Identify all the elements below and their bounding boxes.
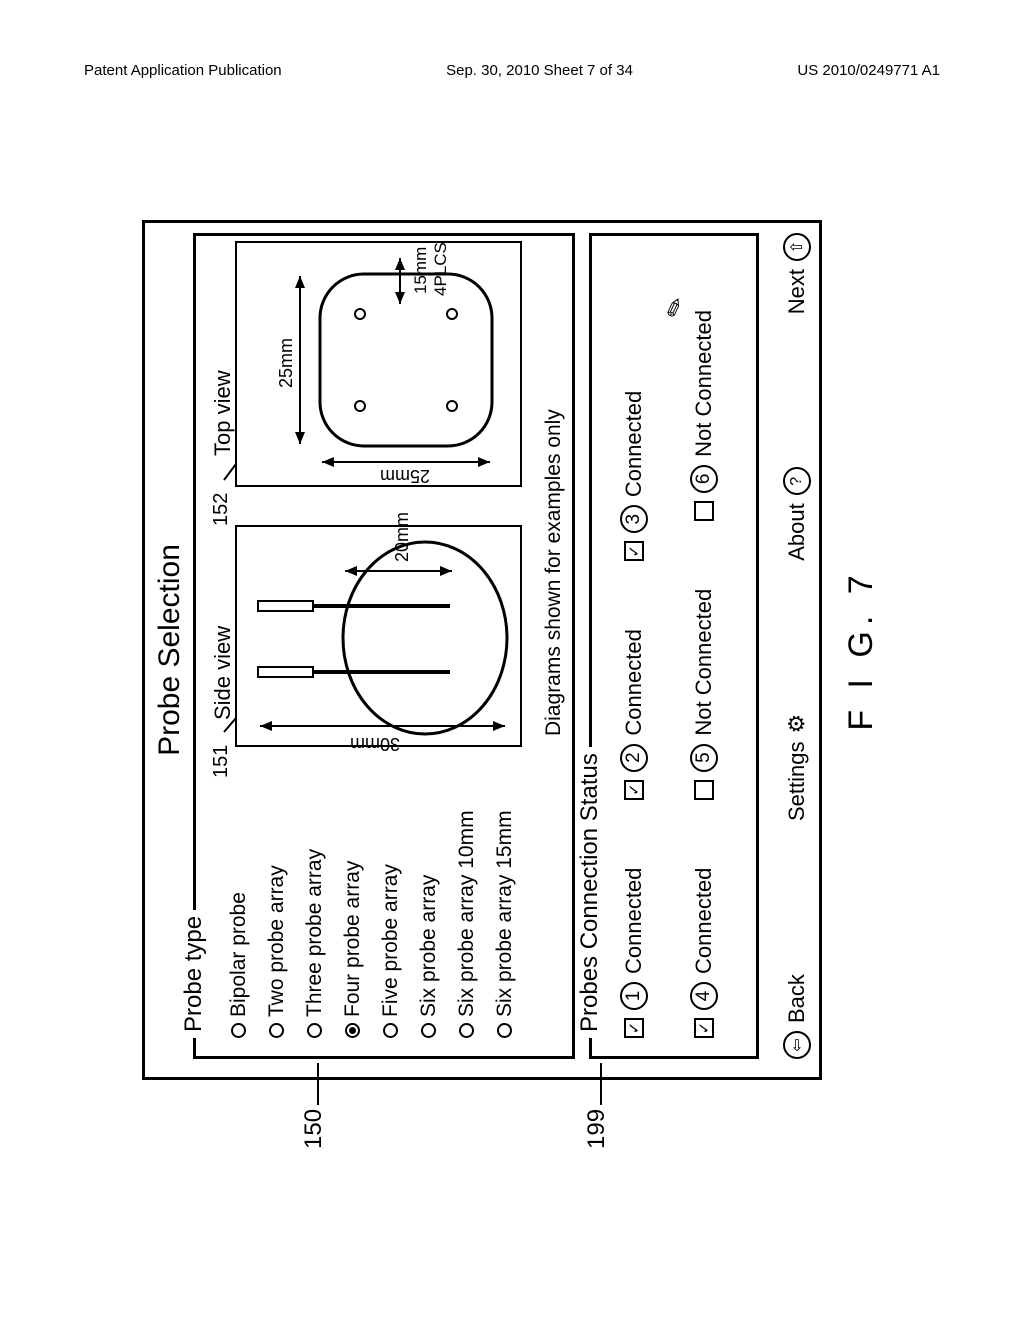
checkbox-icon: ✓ [624,780,644,800]
probe-option[interactable]: Four probe array [334,810,372,1038]
checkbox-icon [694,780,714,800]
dim-side-height: 30mm [350,734,400,754]
probe-number: 1 [620,982,648,1010]
radio-icon [345,1023,360,1038]
status-label: Not Connected [691,589,717,736]
probe-option[interactable]: Three probe array [296,810,334,1038]
probe-option[interactable]: Bipolar probe [220,810,258,1038]
status-row: ✓ 4 Connected 5 Not Connected 6 Not Conn… [690,310,718,1038]
probe-option[interactable]: Two probe array [258,810,296,1038]
dim-top-h: 25mm [380,466,430,486]
callout-199-leader [600,1063,602,1105]
status-item[interactable]: ✓ 1 Connected [620,868,648,1038]
figure-rotated: Probe Selection 150 199 Probe type Bipol… [142,130,882,1190]
back-icon: ⇦ [783,1031,811,1059]
probe-option[interactable]: Six probe array [410,810,448,1038]
status-label: Connected [691,868,717,974]
radio-icon [421,1023,436,1038]
probe-type-legend: Probe type [180,910,208,1038]
header-center: Sep. 30, 2010 Sheet 7 of 34 [446,62,633,79]
settings-button[interactable]: Settings ⚙ [784,714,810,821]
status-label: Connected [621,391,647,497]
probe-option[interactable]: Five probe array [372,810,410,1038]
connection-status-group: Probes Connection Status ✓ 1 Connected ✓… [589,233,759,1059]
status-item[interactable]: ✓ 4 Connected [690,868,718,1038]
panel-title: Probe Selection [153,544,187,756]
probe-number: 6 [690,465,718,493]
gear-icon: ⚙ [784,714,810,734]
callout-199: 199 [583,1109,611,1149]
radio-icon [383,1023,398,1038]
dim-plcs: 4PLCS [431,242,450,296]
status-item[interactable]: 6 Not Connected [690,310,718,521]
diagram-note: Diagrams shown for examples only [542,409,566,736]
probe-number: 2 [620,744,648,772]
callout-150-leader [317,1063,319,1105]
checkbox-icon: ✓ [624,541,644,561]
status-legend: Probes Connection Status [576,747,604,1038]
radio-icon [497,1023,512,1038]
checkbox-icon: ✓ [624,1018,644,1038]
checkbox-icon [694,501,714,521]
header-left: Patent Application Publication [84,62,282,79]
probe-type-group: Probe type Bipolar probe Two probe array… [193,233,575,1059]
about-button[interactable]: About ? [783,467,811,561]
diagram-area: 30mm 20mm [200,236,545,766]
dim-side-depth: 20mm [392,512,412,562]
probe-option[interactable]: Six probe array 10mm [448,810,486,1038]
radio-icon [231,1023,246,1038]
status-item[interactable]: ✓ 3 Connected [620,391,648,561]
probe-number: 4 [690,982,718,1010]
radio-icon [307,1023,322,1038]
help-icon: ? [783,467,811,495]
status-item[interactable]: 5 Not Connected [690,589,718,800]
header-right: US 2010/0249771 A1 [797,62,940,79]
probe-option[interactable]: Six probe array 15mm [486,810,524,1038]
dim-top-w: 25mm [276,338,296,388]
bottom-bar: ⇦ Back Settings ⚙ About ? Next ⇧ [783,233,811,1059]
checkbox-icon: ✓ [694,1018,714,1038]
probe-options: Bipolar probe Two probe array Three prob… [220,810,524,1038]
page-header: Patent Application Publication Sep. 30, … [0,62,1024,79]
status-label: Connected [621,629,647,735]
probe-number: 5 [690,744,718,772]
dim-spacing: 15mm [411,247,430,294]
probe-selection-panel: Probe Selection 150 199 Probe type Bipol… [142,220,822,1080]
status-label: Not Connected [691,310,717,457]
callout-150: 150 [300,1109,328,1149]
diagram-svg: 30mm 20mm [200,236,540,766]
radio-icon [269,1023,284,1038]
radio-icon [459,1023,474,1038]
probe-number: 3 [620,505,648,533]
status-label: Connected [621,868,647,974]
status-row: ✓ 1 Connected ✓ 2 Connected ✓ 3 Connecte… [620,391,648,1038]
next-icon: ⇧ [783,233,811,261]
status-item[interactable]: ✓ 2 Connected [620,629,648,799]
figure-label: F I G. 7 [842,569,881,730]
next-button[interactable]: Next ⇧ [783,233,811,314]
back-button[interactable]: ⇦ Back [783,974,811,1059]
